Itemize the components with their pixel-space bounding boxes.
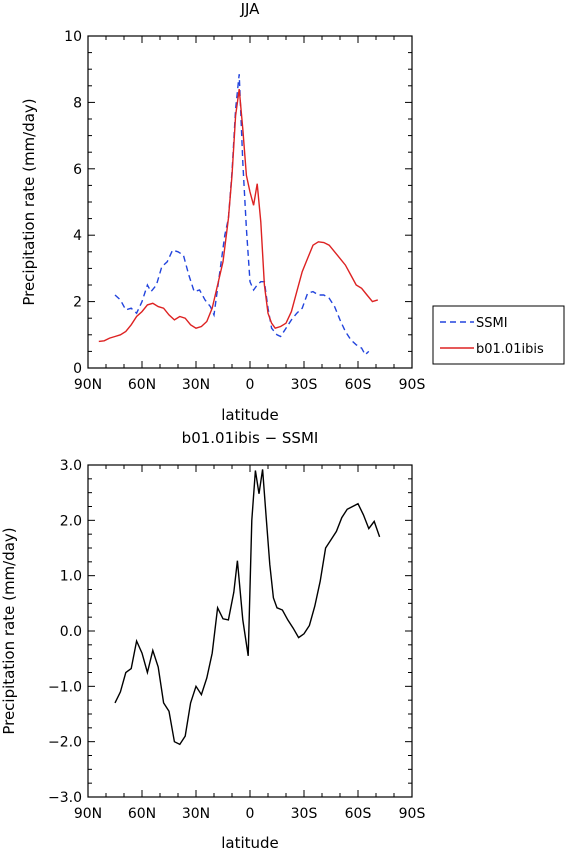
x-tick-label: 60S: [345, 806, 372, 822]
top-chart-series: [98, 74, 379, 356]
bottom-chart-title: b01.01ibis − SSMI: [182, 429, 319, 447]
x-tick-label: 0: [246, 806, 255, 822]
y-tick-label: −3.0: [48, 790, 82, 806]
y-tick-label: 0: [73, 361, 82, 377]
y-tick-label: 1.0: [60, 569, 82, 585]
y-tick-label: 3.0: [60, 458, 82, 474]
y-tick-label: 10: [64, 29, 82, 45]
series-line-difference: [114, 469, 381, 746]
legend-label-b01-01ibis: b01.01ibis: [476, 342, 544, 357]
top-chart-legend: SSMI b01.01ibis: [432, 305, 565, 365]
legend-box: [432, 305, 565, 365]
y-tick-label: 2.0: [60, 513, 82, 529]
top-chart-title: JJA: [240, 0, 261, 18]
bottom-chart-ylabel: Precipitation rate (mm/day): [0, 527, 18, 734]
top-chart-ticks: 90N 60N 30N 0 30S 60S 90S 0 2 4 6 8 10: [64, 29, 425, 393]
x-tick-label: 90S: [399, 377, 426, 393]
x-tick-label: 30N: [182, 377, 210, 393]
y-tick-label: 6: [73, 162, 82, 178]
bottom-chart-ticks: 90N 60N 30N 0 30S 60S 90S −3.0 −2.0 −1.0 0.0 1.0 2.0…: [48, 458, 425, 822]
bottom-chart-series: [114, 469, 381, 746]
y-tick-label: 4: [73, 228, 82, 244]
x-tick-label: 90N: [74, 806, 102, 822]
y-tick-label: −1.0: [48, 679, 82, 695]
bottom-chart: b01.01ibis − SSMI Precipitation rate (mm…: [0, 429, 425, 851]
x-tick-label: 30N: [182, 806, 210, 822]
x-tick-label: 30S: [291, 377, 318, 393]
x-tick-label: 0: [246, 377, 255, 393]
series-line-ssmi: [114, 74, 370, 356]
series-line-b01-01ibis: [98, 89, 379, 343]
top-chart-frame: [87, 35, 413, 369]
top-chart-ylabel: Precipitation rate (mm/day): [20, 98, 38, 305]
y-tick-label: 2: [73, 295, 82, 311]
top-chart-xlabel: latitude: [221, 406, 279, 424]
y-tick-label: 0.0: [60, 624, 82, 640]
x-tick-label: 60N: [128, 806, 156, 822]
x-tick-label: 60S: [345, 377, 372, 393]
x-tick-label: 60N: [128, 377, 156, 393]
y-tick-label: −2.0: [48, 735, 82, 751]
x-tick-label: 90S: [399, 806, 426, 822]
bottom-chart-xlabel: latitude: [221, 834, 279, 851]
x-tick-label: 30S: [291, 806, 318, 822]
legend-label-ssmi: SSMI: [476, 316, 508, 331]
top-chart: JJA Precipitation rate (mm/day) latitude…: [20, 0, 565, 424]
y-tick-label: 8: [73, 95, 82, 111]
x-tick-label: 90N: [74, 377, 102, 393]
